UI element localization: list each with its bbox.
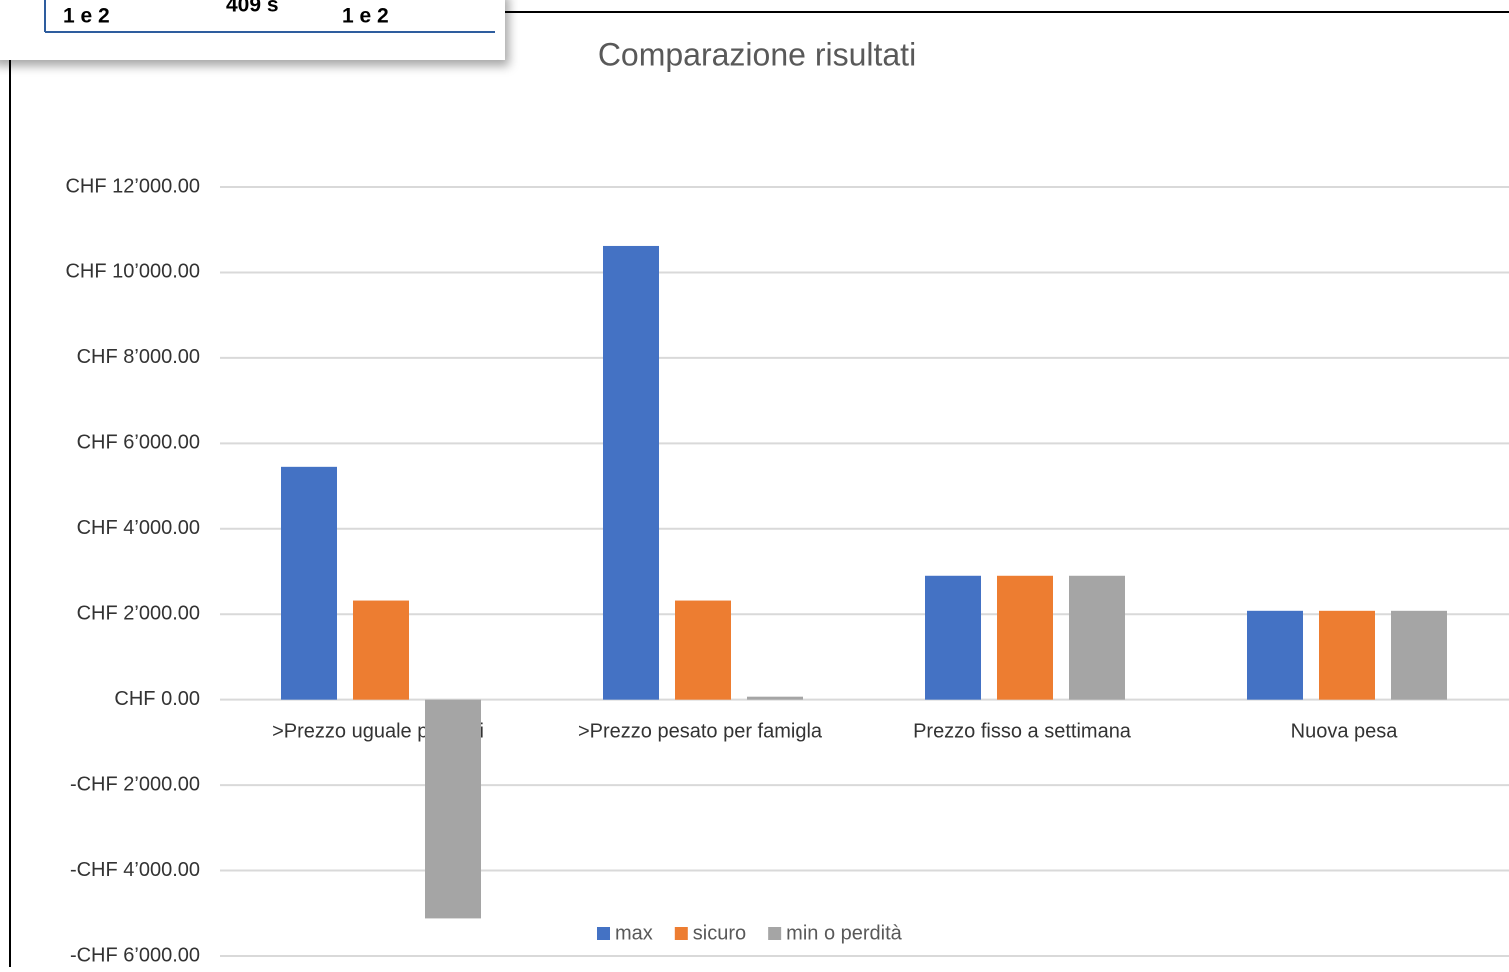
y-tick-label: CHF 8’000.00 [77,346,200,368]
legend-label: min o perdità [786,922,902,944]
x-tick-label: >Prezzo pesato per famigla [578,720,823,742]
popup-cell: 1 e 2 [63,5,110,28]
y-tick-label: -CHF 4’000.00 [70,859,200,881]
popup-cell: 1 e 2 [342,5,389,28]
y-tick-label: CHF 4’000.00 [77,517,200,539]
bar [925,575,981,700]
bar [281,466,337,700]
legend-label: sicuro [693,922,746,944]
y-tick-label: -CHF 6’000.00 [70,944,200,966]
y-tick-label: CHF 10’000.00 [65,261,200,283]
y-tick-label: CHF 0.00 [114,688,200,710]
popup-box [0,0,505,60]
x-tick-label: Nuova pesa [1291,720,1399,742]
bar [1069,575,1125,700]
legend-swatch [768,927,782,940]
legend-swatch [597,927,610,940]
y-tick-label: -CHF 2’000.00 [70,773,200,795]
bar [747,696,803,700]
bar [675,600,731,700]
x-tick-label: Prezzo fisso a settimana [913,720,1132,742]
legend-label: max [615,922,653,944]
bar [425,699,481,919]
overlay-popup: 1 e 2 409 s 1 e 2 [0,0,505,60]
bar [997,575,1053,700]
bar [1391,610,1447,700]
chart-frame [9,11,1509,972]
plot-area: -CHF 6’000.00 -CHF 4’000.00 -CHF 2’000.00 C… [65,175,1509,966]
y-tick-label: CHF 12’000.00 [65,175,200,197]
bar [603,245,659,700]
bar [353,600,409,700]
chart-title: Comparazione risultati [598,36,916,72]
bar [1319,610,1375,700]
legend-swatch [674,927,688,940]
bar [1247,610,1303,700]
y-tick-label: CHF 6’000.00 [77,432,200,454]
popup-cell: 409 s [226,0,279,17]
y-tick-label: CHF 2’000.00 [77,603,200,625]
